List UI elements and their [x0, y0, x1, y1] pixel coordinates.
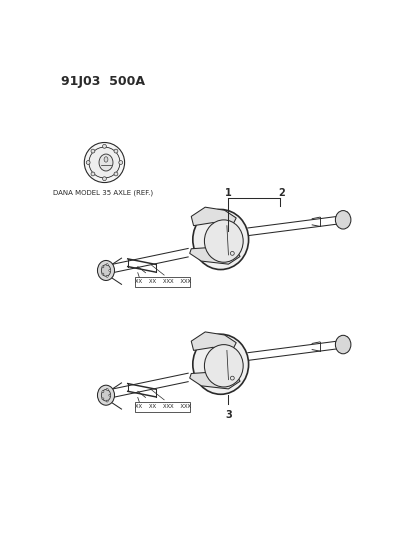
- Text: 91J03  500A: 91J03 500A: [61, 75, 145, 88]
- Ellipse shape: [106, 389, 108, 390]
- Ellipse shape: [89, 147, 120, 178]
- Ellipse shape: [204, 345, 242, 387]
- Ellipse shape: [102, 177, 106, 181]
- Ellipse shape: [101, 390, 110, 401]
- Ellipse shape: [84, 142, 124, 182]
- Polygon shape: [189, 372, 240, 389]
- Ellipse shape: [114, 172, 118, 176]
- Text: 3: 3: [225, 410, 231, 420]
- Polygon shape: [189, 247, 240, 264]
- Ellipse shape: [119, 160, 122, 165]
- Ellipse shape: [102, 391, 104, 393]
- Ellipse shape: [86, 160, 90, 165]
- Ellipse shape: [104, 157, 108, 162]
- Ellipse shape: [102, 273, 104, 275]
- Text: XX  XX  XXX  XXX: XX XX XXX XXX: [134, 279, 190, 285]
- Ellipse shape: [192, 334, 248, 394]
- Ellipse shape: [102, 144, 106, 148]
- Ellipse shape: [102, 266, 104, 268]
- Text: DANA MODEL 35 AXLE (REF.): DANA MODEL 35 AXLE (REF.): [53, 189, 152, 196]
- Bar: [134, 277, 190, 287]
- Ellipse shape: [97, 261, 114, 280]
- Ellipse shape: [106, 264, 108, 265]
- Text: 1: 1: [225, 188, 231, 198]
- Text: 2: 2: [277, 188, 284, 198]
- Polygon shape: [191, 332, 236, 350]
- Ellipse shape: [101, 265, 110, 276]
- Ellipse shape: [91, 172, 95, 176]
- Ellipse shape: [109, 394, 111, 396]
- Ellipse shape: [106, 400, 108, 402]
- Ellipse shape: [109, 270, 111, 271]
- Ellipse shape: [106, 276, 108, 277]
- Ellipse shape: [102, 398, 104, 400]
- Ellipse shape: [114, 149, 118, 153]
- Bar: [134, 401, 190, 411]
- Ellipse shape: [335, 335, 350, 354]
- Ellipse shape: [91, 149, 95, 153]
- Ellipse shape: [335, 211, 350, 229]
- Ellipse shape: [99, 154, 113, 171]
- Text: XX  XX  XXX  XXX: XX XX XXX XXX: [134, 404, 190, 409]
- Ellipse shape: [97, 385, 114, 405]
- Polygon shape: [191, 207, 236, 225]
- Ellipse shape: [204, 220, 242, 262]
- Ellipse shape: [192, 209, 248, 270]
